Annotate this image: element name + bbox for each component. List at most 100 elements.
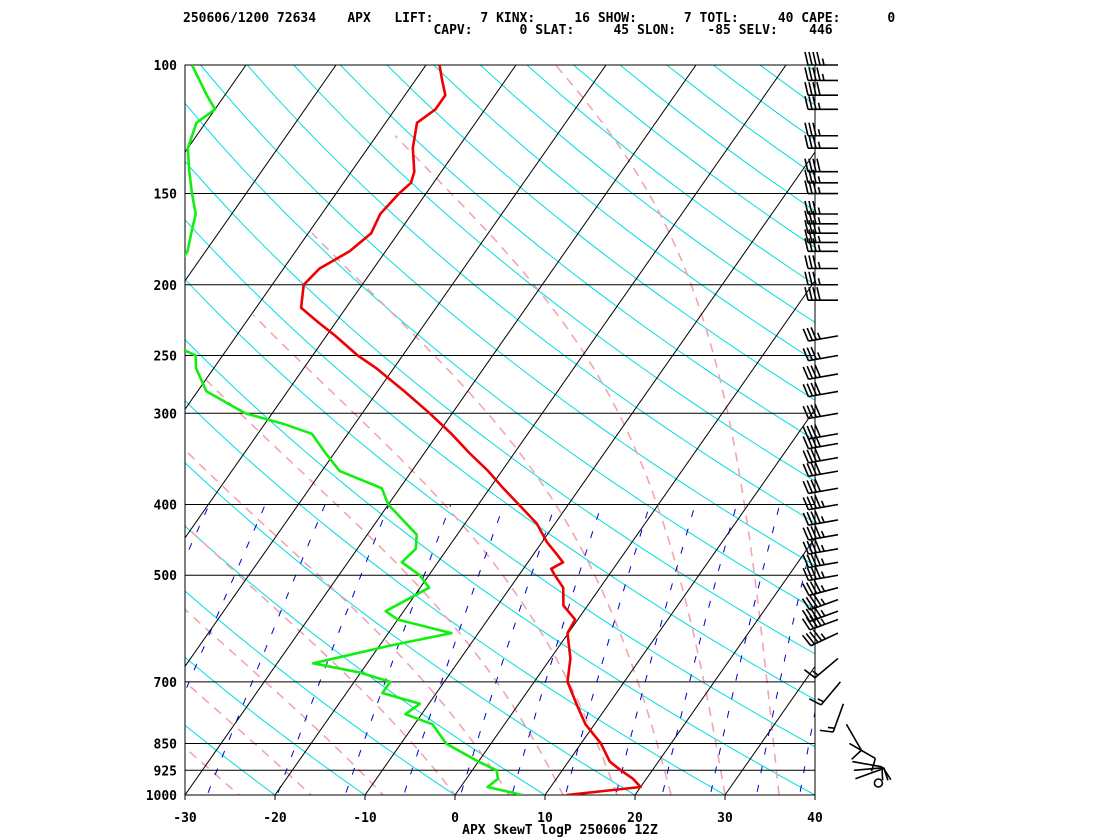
barb-flag xyxy=(812,200,817,215)
barb-flag xyxy=(805,608,815,621)
barb-flag xyxy=(806,480,814,494)
barb-flag xyxy=(806,383,814,397)
barb-flag xyxy=(806,567,814,581)
wind-barb xyxy=(804,287,838,302)
wind-barb xyxy=(802,381,839,398)
barb-flag xyxy=(810,327,818,341)
mixing-ratio-line xyxy=(206,504,326,795)
sounding-profile xyxy=(185,65,642,795)
barb-flag xyxy=(814,510,822,524)
barb-flag xyxy=(812,229,817,243)
barb-flag xyxy=(810,566,818,580)
mixing-ratio-line xyxy=(661,504,738,795)
barb-staff xyxy=(855,767,884,780)
barb-half-flag xyxy=(817,244,821,252)
wind-barb xyxy=(801,629,839,647)
wind-barb xyxy=(802,346,839,362)
barb-half-flag xyxy=(820,515,825,523)
wind-barb xyxy=(802,552,839,569)
wind-barb xyxy=(802,525,839,541)
isobars xyxy=(185,64,815,796)
dry-adiabat-line xyxy=(185,102,815,610)
barb-flag xyxy=(802,463,810,477)
barb-flag xyxy=(812,134,817,149)
pressure-tick-label: 300 xyxy=(154,407,178,422)
dry-adiabat-line xyxy=(386,65,815,401)
barb-flag xyxy=(802,583,810,596)
barb-flag xyxy=(814,403,822,417)
dry-adiabat-line xyxy=(185,794,186,795)
barb-flag xyxy=(804,210,809,224)
moist-adiabat-line xyxy=(554,65,780,795)
moist-adiabat-line xyxy=(185,746,241,795)
mixing-ratio-line xyxy=(756,526,815,795)
barb-staff xyxy=(849,742,876,760)
temperature-tick-label: -30 xyxy=(173,811,197,826)
wind-barb xyxy=(804,96,838,111)
barb-flag xyxy=(801,634,812,647)
barb-half-flag xyxy=(820,618,826,625)
barb-flag xyxy=(804,200,809,215)
barb-flag xyxy=(808,67,813,81)
barb-flag xyxy=(802,497,810,511)
pressure-tick-label: 400 xyxy=(154,499,178,514)
barb-flag xyxy=(806,425,814,439)
pressure-tick-label: 100 xyxy=(154,59,178,74)
barb-flag xyxy=(802,384,810,397)
pressure-tick-label: 925 xyxy=(154,764,177,779)
barb-flag xyxy=(883,767,889,781)
barb-staff xyxy=(814,657,839,679)
background-lines xyxy=(0,65,815,795)
barb-flag xyxy=(816,67,821,81)
isotherm-line xyxy=(185,65,337,282)
barb-flag xyxy=(804,229,809,243)
barb-half-flag xyxy=(820,585,826,592)
isotherm-line xyxy=(185,65,427,411)
barb-flag xyxy=(806,511,814,525)
wind-barb xyxy=(853,766,889,781)
barb-flag xyxy=(806,405,814,419)
dry-adiabat-line xyxy=(573,65,815,249)
barb-flag xyxy=(808,51,813,66)
barb-flag xyxy=(812,287,817,301)
wind-barb xyxy=(804,200,838,215)
barb-staff xyxy=(808,390,839,398)
barb-half-flag xyxy=(820,598,826,605)
barb-flag xyxy=(808,134,813,149)
barb-half-flag xyxy=(817,102,821,110)
wind-barb xyxy=(808,681,842,706)
wind-barb xyxy=(802,539,839,555)
barb-flag xyxy=(814,552,822,566)
barb-staff xyxy=(808,487,839,495)
barb-flag xyxy=(810,462,818,476)
barb-flag xyxy=(806,365,814,379)
isotherm-line xyxy=(0,65,156,795)
barb-flag xyxy=(808,238,813,252)
wind-barb xyxy=(804,210,838,225)
barb-flag xyxy=(805,633,816,645)
temperature-tick-label: 10 xyxy=(537,811,553,826)
moist-adiabat-line xyxy=(205,379,564,795)
barb-staff xyxy=(808,412,839,420)
barb-staff xyxy=(853,766,884,772)
barb-flag xyxy=(801,618,811,631)
barb-staff xyxy=(808,335,839,342)
barb-flag xyxy=(812,629,823,642)
moist-adiabat-line xyxy=(311,232,672,795)
barb-flag xyxy=(816,287,821,301)
barb-flag xyxy=(802,348,810,362)
barb-staff xyxy=(808,442,839,450)
barb-half-flag xyxy=(817,176,821,183)
barb-flag xyxy=(810,448,818,462)
barb-flag xyxy=(804,134,809,149)
wind-barb xyxy=(804,82,838,97)
barb-half-flag xyxy=(827,726,835,730)
mixing-ratio-line xyxy=(459,504,556,795)
barb-flag xyxy=(810,479,818,493)
x-axis-label: APX SkewT logP 250606 12Z xyxy=(462,823,658,838)
barb-flag xyxy=(804,82,809,96)
barb-flag xyxy=(814,495,822,508)
barb-staff xyxy=(845,723,863,751)
wind-barb xyxy=(801,605,839,623)
barb-flag xyxy=(805,596,815,609)
